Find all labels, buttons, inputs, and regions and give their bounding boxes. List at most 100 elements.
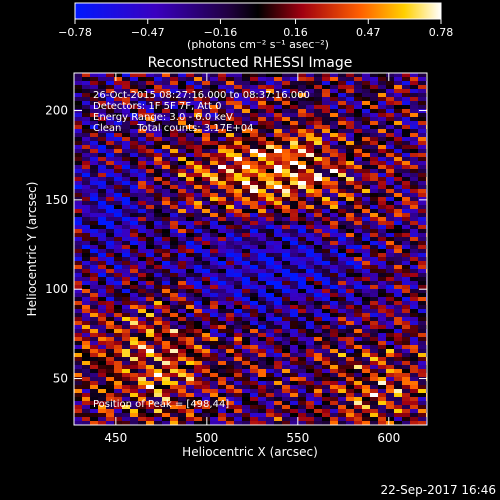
heatmap-cell [90, 153, 98, 157]
heatmap-cell [130, 189, 138, 193]
heatmap-cell [114, 321, 122, 325]
heatmap-cell [362, 341, 370, 345]
heatmap-cell [394, 237, 402, 241]
heatmap-cell [394, 409, 402, 413]
heatmap-cell [82, 93, 90, 97]
heatmap-cell [154, 157, 162, 161]
heatmap-cell [274, 129, 282, 133]
heatmap-cell [130, 417, 138, 421]
heatmap-cell [170, 345, 178, 349]
heatmap-cell [146, 177, 154, 181]
heatmap-cell [186, 385, 194, 389]
heatmap-cell [378, 193, 386, 197]
heatmap-cell [306, 225, 314, 229]
heatmap-cell [378, 229, 386, 233]
heatmap-cell [274, 289, 282, 293]
heatmap-cell [258, 97, 266, 101]
heatmap-cell [202, 189, 210, 193]
heatmap-cell [410, 181, 418, 185]
heatmap-cell [162, 149, 170, 153]
heatmap-cell [274, 381, 282, 385]
heatmap-cell [194, 229, 202, 233]
heatmap-cell [146, 233, 154, 237]
heatmap-cell [194, 89, 202, 93]
heatmap-cell [274, 185, 282, 189]
heatmap-cell [258, 325, 266, 329]
heatmap-cell [122, 417, 130, 421]
heatmap-cell [370, 325, 378, 329]
heatmap-cell [202, 389, 210, 393]
heatmap-cell [194, 413, 202, 417]
heatmap-cell [194, 257, 202, 261]
heatmap-cell [186, 369, 194, 373]
heatmap-cell [362, 381, 370, 385]
heatmap-cell [218, 201, 226, 205]
heatmap-cell [218, 177, 226, 181]
heatmap-cell [394, 285, 402, 289]
heatmap-cell [226, 241, 234, 245]
heatmap-cell [274, 333, 282, 337]
heatmap-cell [146, 173, 154, 177]
heatmap-cell [138, 121, 146, 125]
heatmap-cell [226, 253, 234, 257]
heatmap-cell [122, 365, 130, 369]
heatmap-cell [114, 341, 122, 345]
heatmap-cell [106, 325, 114, 329]
heatmap-cell [330, 181, 338, 185]
heatmap-cell [250, 265, 258, 269]
heatmap-cell [210, 305, 218, 309]
heatmap-cell [82, 161, 90, 165]
heatmap-cell [370, 177, 378, 181]
heatmap-cell [250, 329, 258, 333]
heatmap-cell [258, 201, 266, 205]
heatmap-cell [386, 353, 394, 357]
heatmap-cell [74, 333, 82, 337]
heatmap-cell [122, 77, 130, 81]
heatmap-cell [338, 285, 346, 289]
heatmap-cell [322, 369, 330, 373]
heatmap-cell [106, 113, 114, 117]
heatmap-cell [122, 145, 130, 149]
heatmap-cell [122, 125, 130, 129]
heatmap-cell [298, 145, 306, 149]
heatmap-cell [354, 253, 362, 257]
heatmap-cell [210, 341, 218, 345]
heatmap-cell [162, 345, 170, 349]
heatmap-cell [370, 373, 378, 377]
heatmap-cell [114, 413, 122, 417]
heatmap-cell [122, 73, 130, 77]
heatmap-cell [362, 317, 370, 321]
heatmap-cell [418, 137, 426, 141]
heatmap-cell [290, 345, 298, 349]
heatmap-cell [370, 281, 378, 285]
heatmap-cell [98, 241, 106, 245]
heatmap-cell [234, 213, 242, 217]
heatmap-cell [170, 85, 178, 89]
heatmap-cell [226, 261, 234, 265]
heatmap-cell [106, 277, 114, 281]
heatmap-cell [162, 421, 170, 425]
heatmap-cell [266, 397, 274, 401]
heatmap-cell [98, 253, 106, 257]
heatmap-cell [346, 385, 354, 389]
heatmap-cell [74, 93, 82, 97]
heatmap-cell [74, 225, 82, 229]
heatmap-cell [218, 277, 226, 281]
heatmap-cell [410, 197, 418, 201]
heatmap-cell [378, 357, 386, 361]
heatmap-cell [138, 97, 146, 101]
heatmap-cell [178, 317, 186, 321]
heatmap-cell [74, 253, 82, 257]
heatmap-cell [298, 401, 306, 405]
heatmap-cell [106, 129, 114, 133]
heatmap-cell [226, 293, 234, 297]
heatmap-cell [346, 73, 354, 77]
heatmap-cell [90, 101, 98, 105]
heatmap-cell [386, 285, 394, 289]
heatmap-cell [394, 317, 402, 321]
heatmap-cell [402, 301, 410, 305]
heatmap-cell [250, 357, 258, 361]
heatmap-cell [258, 301, 266, 305]
heatmap-cell [154, 221, 162, 225]
heatmap-cell [306, 173, 314, 177]
